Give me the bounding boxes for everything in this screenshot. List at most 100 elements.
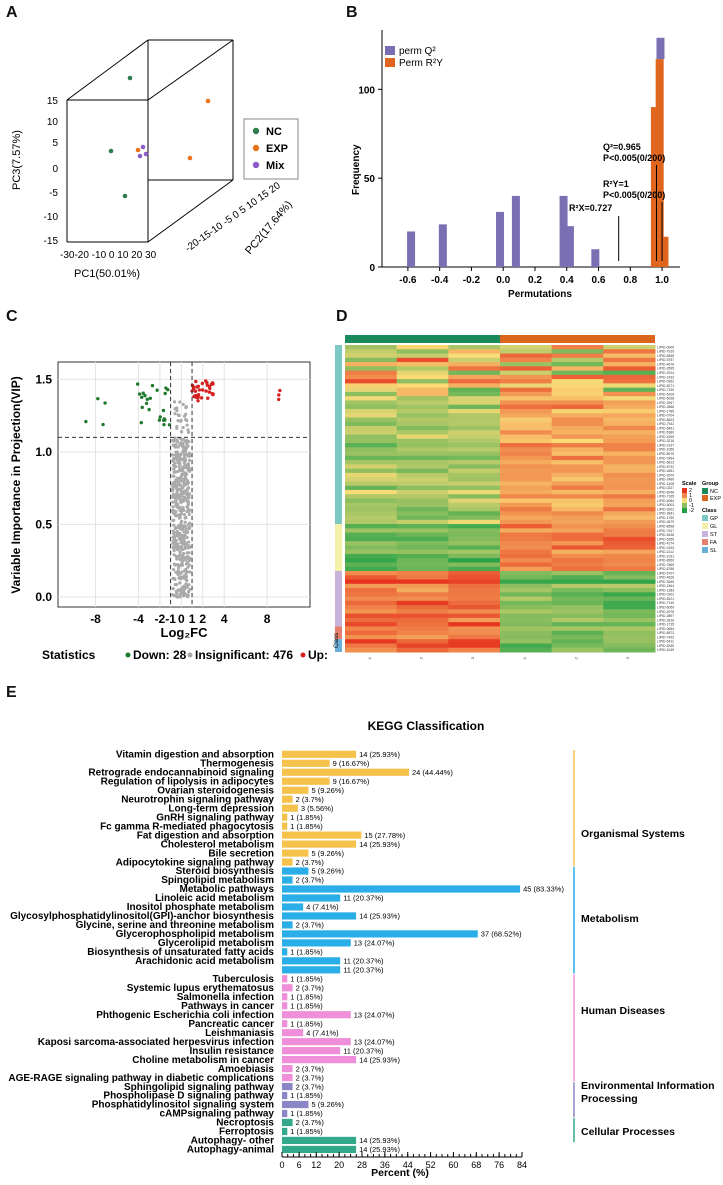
heatmap-cell [345,596,398,602]
heatmap-cell [603,387,656,393]
heatmap-row-label: LIPID-7190 [657,388,674,392]
heatmap-cell [345,370,398,376]
kegg-category-label: Autophagy- other [191,1136,274,1147]
heatmap-cell [551,434,604,440]
kegg-category-label: Ovarian steroidogenesis [157,785,274,796]
heatmap-cell [448,387,501,393]
pca-box [66,39,234,243]
heatmap-cell [603,511,656,517]
heatmap-cell [448,549,501,555]
heatmap-row-label: LIPID-3595 [657,367,674,371]
kegg-value-label: 2 (3.7%) [296,1064,325,1073]
heatmap-row-label: LIPID-2137 [657,443,674,447]
heatmap-cell [500,630,553,636]
insignificant-point [182,512,187,517]
heatmap-scale-label: 2 [689,488,692,494]
kegg-x-tick-label: 6 [297,1160,302,1170]
heatmap-class-swatch [702,531,708,537]
heatmap-cell [603,579,656,585]
heatmap-scale-swatch [682,488,687,493]
insignificant-point [173,412,177,416]
heatmap-class-swatch [702,547,708,553]
insignificant-point [185,491,189,495]
kegg-x-tick-label: 28 [357,1160,367,1170]
heatmap-cell [345,639,398,644]
kegg-x-tick-label: 44 [403,1160,413,1170]
heatmap-class-band [335,345,342,525]
insignificant-point [187,495,191,500]
heatmap-cell [551,562,604,568]
heatmap-cell [396,596,449,602]
heatmap-group-bar-exp [500,335,655,343]
kegg-bar [282,957,341,965]
heatmap-cell [448,545,501,551]
heatmap-cell [551,549,604,555]
heatmap-cell [500,353,553,359]
insignificant-point [174,500,178,505]
heatmap-cell [448,617,501,623]
heatmap-cell [551,391,604,397]
heatmap-cell [396,498,449,504]
heatmap-cell [551,421,604,427]
heatmap-row-label: LIPID-7165 [657,495,674,499]
heatmap-row-label: LIPID-3570 [657,473,674,477]
heatmap-cell [345,400,398,406]
insignificant-point [187,508,192,512]
heatmap-cell [500,566,553,572]
heatmap-cell [551,349,604,355]
heatmap-cell [345,374,398,380]
kegg-bar [282,849,309,857]
heatmap-cell [345,528,398,534]
perm-x-tick-label: -0.6 [399,275,417,286]
insignificant-point [175,557,179,561]
pca-point-exp: EXP [205,98,211,104]
insignificant-point [176,445,180,449]
kegg-value-label: 14 (25.93%) [359,1055,400,1064]
heatmap-row-label: LIPID-2112 [657,550,674,554]
kegg-value-label: 14 (25.93%) [359,1145,400,1154]
heatmap-cell [603,396,656,401]
down-point [162,417,167,421]
pca-3d-plot: 15 10 5 0 -5 -10 -15 -30-20 -10 0 10 20 30 -20… [11,39,299,280]
insignificant-point [182,569,186,573]
heatmap-cell [603,404,656,410]
kegg-value-label: 13 (24.07%) [354,1037,395,1046]
heatmap-cell [396,477,449,482]
down-point [137,392,142,396]
insignificant-point [172,400,177,404]
heatmap-row-label: LIPID-6788 [657,567,674,571]
heatmap-cell [551,532,604,538]
heatmap-cell [448,605,501,610]
insignificant-point [187,563,191,567]
heatmap-cell [500,485,553,491]
kegg-category-label: Glycosylphosphatidylinositol(GPI)-anchor… [10,911,274,922]
insignificant-point [184,582,188,586]
heatmap-cell [448,400,501,406]
kegg-category-label: Arachidonic acid metabolism [135,956,274,967]
heatmap-cell [448,553,501,559]
insignificant-point [172,562,176,566]
insignificant-point [174,443,178,447]
insignificant-point [187,522,191,526]
heatmap-cell [500,417,553,423]
heatmap-cell [551,451,604,457]
heatmap-cell [551,622,604,627]
permutation-histogram: Frequency Permutations -0.6 -0.4 -0.2 0.0 0.… [351,30,680,300]
pca-x-label: PC1(50.01%) [74,268,140,280]
heatmap-class-band [335,570,342,627]
heatmap-cell [345,353,398,359]
insignificant-point [171,529,175,533]
insignificant-point [180,548,184,552]
heatmap-cell [396,507,449,512]
kegg-bar [282,1047,341,1055]
kegg-x-tick-label: 12 [311,1160,321,1170]
heatmap-cell [500,413,553,418]
legend-label-mix: Mix [266,160,285,172]
heatmap-row-label: LIPID-2816 [657,618,674,622]
heatmap-cell [551,443,604,448]
heatmap-cell [448,566,501,572]
insignificant-point [180,457,184,461]
heatmap-cell [500,558,553,563]
insignificant-point [172,474,176,478]
heatmap-cell [603,443,656,448]
